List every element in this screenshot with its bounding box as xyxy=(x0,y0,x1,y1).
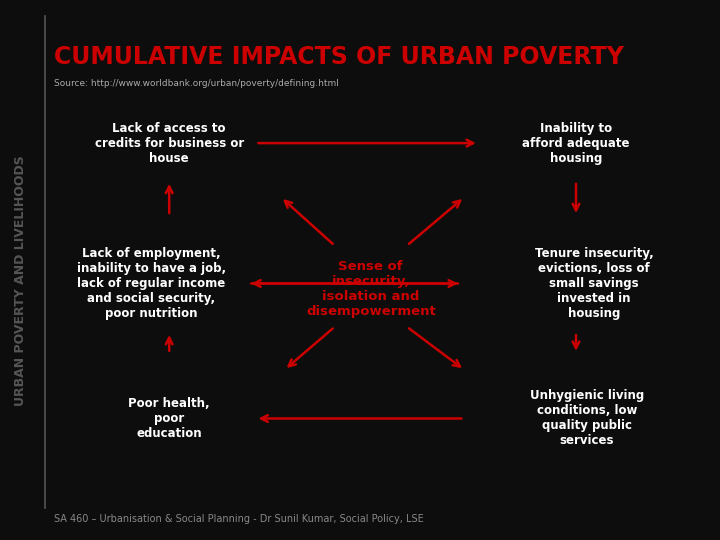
Text: Source: http://www.worldbank.org/urban/poverty/defining.html: Source: http://www.worldbank.org/urban/p… xyxy=(54,79,339,88)
Text: Unhygienic living
conditions, low
quality public
services: Unhygienic living conditions, low qualit… xyxy=(530,389,644,448)
Text: CUMULATIVE IMPACTS OF URBAN POVERTY: CUMULATIVE IMPACTS OF URBAN POVERTY xyxy=(54,45,624,69)
Text: SA 460 – Urbanisation & Social Planning - Dr Sunil Kumar, Social Policy, LSE: SA 460 – Urbanisation & Social Planning … xyxy=(54,515,424,524)
Text: Lack of employment,
inability to have a job,
lack of regular income
and social s: Lack of employment, inability to have a … xyxy=(76,247,226,320)
Text: Tenure insecurity,
evictions, loss of
small savings
invested in
housing: Tenure insecurity, evictions, loss of sm… xyxy=(535,247,653,320)
Text: Poor health,
poor
education: Poor health, poor education xyxy=(128,397,210,440)
Text: Inability to
afford adequate
housing: Inability to afford adequate housing xyxy=(522,122,630,165)
Text: Lack of access to
credits for business or
house: Lack of access to credits for business o… xyxy=(94,122,244,165)
Text: Sense of
insecurity,
isolation and
disempowerment: Sense of insecurity, isolation and disem… xyxy=(306,260,436,318)
Text: URBAN POVERTY AND LIVELIHOODS: URBAN POVERTY AND LIVELIHOODS xyxy=(14,156,27,406)
